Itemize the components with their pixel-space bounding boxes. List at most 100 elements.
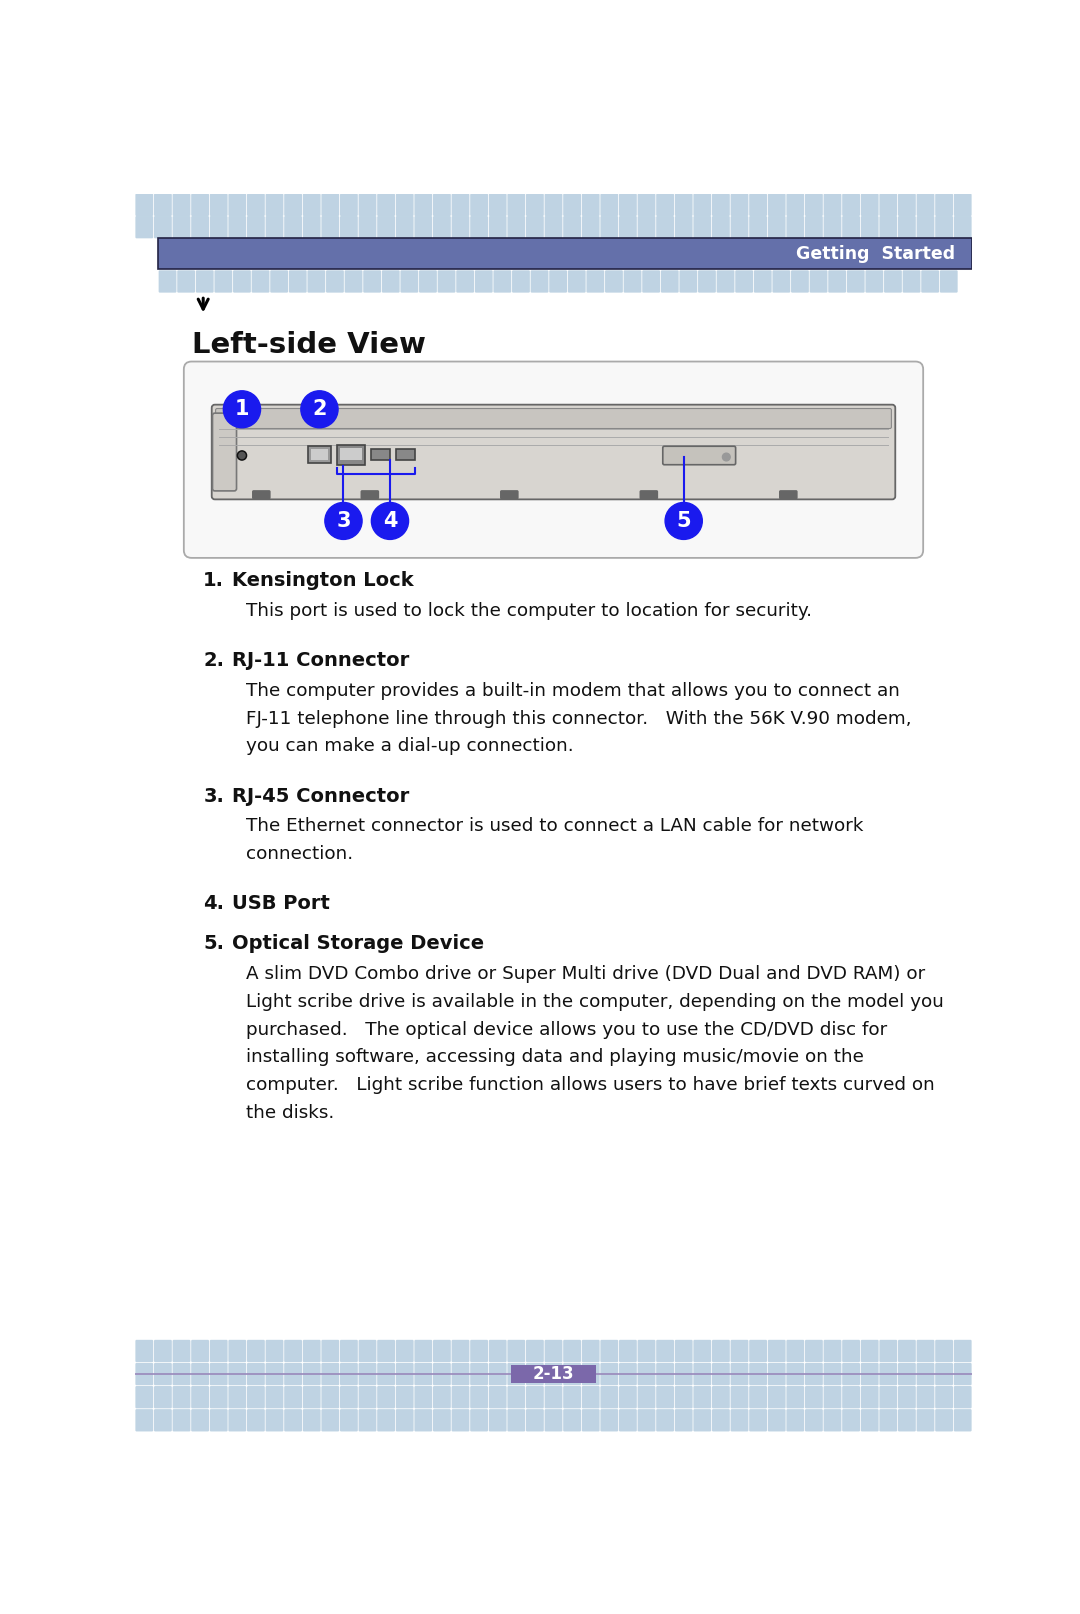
FancyBboxPatch shape bbox=[637, 1409, 656, 1432]
FancyBboxPatch shape bbox=[619, 1340, 637, 1362]
Text: computer.   Light scribe function allows users to have brief texts curved on: computer. Light scribe function allows u… bbox=[246, 1077, 934, 1094]
FancyBboxPatch shape bbox=[322, 194, 339, 216]
FancyBboxPatch shape bbox=[284, 1409, 302, 1432]
FancyBboxPatch shape bbox=[345, 270, 363, 292]
FancyBboxPatch shape bbox=[897, 216, 916, 239]
Text: This port is used to lock the computer to location for security.: This port is used to lock the computer t… bbox=[246, 602, 812, 620]
FancyBboxPatch shape bbox=[382, 270, 400, 292]
FancyBboxPatch shape bbox=[768, 1409, 785, 1432]
Text: 4.: 4. bbox=[203, 894, 225, 914]
FancyBboxPatch shape bbox=[470, 1362, 488, 1385]
FancyBboxPatch shape bbox=[210, 216, 228, 239]
FancyBboxPatch shape bbox=[657, 1409, 674, 1432]
FancyBboxPatch shape bbox=[768, 216, 785, 239]
FancyBboxPatch shape bbox=[308, 270, 325, 292]
FancyBboxPatch shape bbox=[191, 194, 210, 216]
FancyBboxPatch shape bbox=[415, 1362, 432, 1385]
FancyBboxPatch shape bbox=[489, 216, 507, 239]
FancyBboxPatch shape bbox=[302, 1386, 321, 1409]
FancyBboxPatch shape bbox=[768, 1340, 785, 1362]
FancyBboxPatch shape bbox=[252, 491, 271, 499]
FancyBboxPatch shape bbox=[252, 270, 270, 292]
Text: the disks.: the disks. bbox=[246, 1104, 334, 1122]
FancyBboxPatch shape bbox=[619, 1362, 637, 1385]
FancyBboxPatch shape bbox=[228, 1386, 246, 1409]
FancyBboxPatch shape bbox=[302, 1340, 321, 1362]
FancyBboxPatch shape bbox=[475, 270, 492, 292]
FancyBboxPatch shape bbox=[824, 1386, 841, 1409]
FancyBboxPatch shape bbox=[530, 270, 549, 292]
FancyBboxPatch shape bbox=[786, 1386, 805, 1409]
FancyBboxPatch shape bbox=[786, 194, 805, 216]
FancyBboxPatch shape bbox=[917, 194, 934, 216]
FancyBboxPatch shape bbox=[693, 1409, 712, 1432]
Text: 2.: 2. bbox=[203, 650, 225, 670]
FancyBboxPatch shape bbox=[582, 216, 599, 239]
FancyBboxPatch shape bbox=[563, 1409, 581, 1432]
FancyBboxPatch shape bbox=[805, 1340, 823, 1362]
FancyBboxPatch shape bbox=[935, 1409, 953, 1432]
FancyBboxPatch shape bbox=[779, 491, 798, 499]
FancyBboxPatch shape bbox=[302, 216, 321, 239]
FancyBboxPatch shape bbox=[470, 1340, 488, 1362]
FancyBboxPatch shape bbox=[395, 1386, 414, 1409]
FancyBboxPatch shape bbox=[885, 270, 902, 292]
FancyBboxPatch shape bbox=[451, 1362, 470, 1385]
FancyBboxPatch shape bbox=[586, 270, 605, 292]
FancyBboxPatch shape bbox=[451, 1409, 470, 1432]
FancyBboxPatch shape bbox=[135, 1409, 153, 1432]
FancyBboxPatch shape bbox=[311, 449, 328, 460]
FancyBboxPatch shape bbox=[824, 1340, 841, 1362]
FancyBboxPatch shape bbox=[401, 270, 418, 292]
FancyBboxPatch shape bbox=[693, 194, 712, 216]
FancyBboxPatch shape bbox=[730, 194, 748, 216]
FancyBboxPatch shape bbox=[512, 270, 530, 292]
FancyBboxPatch shape bbox=[494, 270, 511, 292]
FancyBboxPatch shape bbox=[322, 1386, 339, 1409]
Circle shape bbox=[238, 450, 246, 460]
FancyBboxPatch shape bbox=[433, 194, 450, 216]
FancyBboxPatch shape bbox=[712, 1340, 730, 1362]
FancyBboxPatch shape bbox=[805, 1409, 823, 1432]
FancyBboxPatch shape bbox=[337, 445, 365, 465]
Text: 3.: 3. bbox=[203, 786, 224, 805]
FancyBboxPatch shape bbox=[154, 194, 172, 216]
FancyBboxPatch shape bbox=[270, 270, 288, 292]
FancyBboxPatch shape bbox=[395, 216, 414, 239]
FancyBboxPatch shape bbox=[266, 1386, 283, 1409]
FancyBboxPatch shape bbox=[266, 216, 283, 239]
FancyBboxPatch shape bbox=[326, 270, 343, 292]
FancyBboxPatch shape bbox=[582, 1362, 599, 1385]
Text: 3: 3 bbox=[336, 512, 351, 531]
FancyBboxPatch shape bbox=[210, 1362, 228, 1385]
FancyBboxPatch shape bbox=[415, 194, 432, 216]
Circle shape bbox=[239, 452, 245, 458]
FancyBboxPatch shape bbox=[675, 1386, 692, 1409]
FancyBboxPatch shape bbox=[805, 194, 823, 216]
FancyBboxPatch shape bbox=[284, 1362, 302, 1385]
Text: installing software, accessing data and playing music/movie on the: installing software, accessing data and … bbox=[246, 1049, 864, 1067]
Circle shape bbox=[372, 502, 408, 539]
FancyBboxPatch shape bbox=[395, 1362, 414, 1385]
FancyBboxPatch shape bbox=[917, 1409, 934, 1432]
FancyBboxPatch shape bbox=[228, 1409, 246, 1432]
FancyBboxPatch shape bbox=[675, 194, 692, 216]
FancyBboxPatch shape bbox=[605, 270, 623, 292]
FancyBboxPatch shape bbox=[637, 216, 656, 239]
FancyBboxPatch shape bbox=[600, 216, 618, 239]
FancyBboxPatch shape bbox=[247, 194, 265, 216]
FancyBboxPatch shape bbox=[526, 1409, 544, 1432]
FancyBboxPatch shape bbox=[954, 1386, 972, 1409]
FancyBboxPatch shape bbox=[935, 1362, 953, 1385]
FancyBboxPatch shape bbox=[377, 1409, 395, 1432]
FancyBboxPatch shape bbox=[470, 194, 488, 216]
FancyBboxPatch shape bbox=[266, 194, 283, 216]
FancyBboxPatch shape bbox=[489, 194, 507, 216]
FancyBboxPatch shape bbox=[917, 216, 934, 239]
FancyBboxPatch shape bbox=[637, 194, 656, 216]
FancyBboxPatch shape bbox=[582, 1386, 599, 1409]
FancyBboxPatch shape bbox=[395, 1340, 414, 1362]
FancyBboxPatch shape bbox=[879, 1386, 897, 1409]
FancyBboxPatch shape bbox=[340, 447, 362, 460]
FancyBboxPatch shape bbox=[842, 216, 860, 239]
